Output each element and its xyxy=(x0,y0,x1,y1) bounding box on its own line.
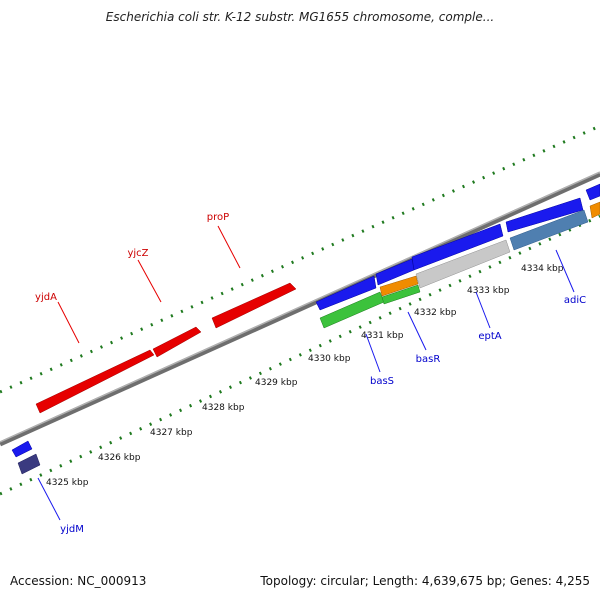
scale-labels: 4325 kbp 4326 kbp 4327 kbp 4328 kbp 4329… xyxy=(46,264,564,488)
map-title: Escherichia coli str. K-12 substr. MG165… xyxy=(105,10,495,24)
gene-arrow-orange-edge[interactable] xyxy=(589,201,600,219)
gene-arrow-yjdA[interactable] xyxy=(35,349,155,414)
leader-eptA xyxy=(475,291,491,329)
leader-yjdA xyxy=(57,301,80,344)
tick-label-4330: 4330 kbp xyxy=(308,354,351,364)
gene-arrow-blue-4[interactable] xyxy=(505,197,584,233)
gene-label-basR[interactable]: basR xyxy=(416,354,441,365)
leader-yjcZ xyxy=(137,259,162,303)
gene-arrow-yjcZ[interactable] xyxy=(152,326,202,358)
gene-arrow-proP[interactable] xyxy=(211,282,297,329)
leader-proP xyxy=(217,225,241,269)
tick-label-4329: 4329 kbp xyxy=(255,378,298,388)
gene-label-proP[interactable]: proP xyxy=(207,212,229,223)
gene-arrow-yjdM-box[interactable] xyxy=(17,453,41,475)
gene-arrow-basR[interactable] xyxy=(381,284,421,305)
inner-tick-ring xyxy=(0,214,600,496)
topology-label: Topology: circular; Length: 4,639,675 bp… xyxy=(260,574,590,588)
gene-label-adiC[interactable]: adiC xyxy=(564,295,586,306)
forward-genes xyxy=(35,282,297,414)
gene-arrow-adiC[interactable] xyxy=(509,209,589,251)
forward-gene-labels: yjdA yjcZ proP xyxy=(35,212,229,303)
chromosome-backbone xyxy=(0,171,600,447)
tick-label-4328: 4328 kbp xyxy=(202,403,245,413)
gene-label-yjdA[interactable]: yjdA xyxy=(35,292,57,303)
gene-label-basS[interactable]: basS xyxy=(370,376,394,387)
gene-arrow-blue-5[interactable] xyxy=(585,183,600,201)
tick-label-4333: 4333 kbp xyxy=(467,286,510,296)
accession-label: Accession: NC_000913 xyxy=(10,574,147,588)
reverse-genes xyxy=(11,183,600,475)
tick-label-4332: 4332 kbp xyxy=(414,308,457,318)
gene-label-eptA[interactable]: eptA xyxy=(478,331,501,342)
leader-adiC xyxy=(555,249,575,293)
gene-arrow-blue-3[interactable] xyxy=(411,223,504,271)
tick-label-4326: 4326 kbp xyxy=(98,453,141,463)
reverse-gene-leaders xyxy=(37,249,575,521)
gene-arrow-yjdM[interactable] xyxy=(11,440,33,458)
tick-label-4334: 4334 kbp xyxy=(521,264,564,274)
gene-arrow-eptA[interactable] xyxy=(415,239,511,289)
gene-arrow-blue-1[interactable] xyxy=(315,275,377,311)
reverse-gene-labels: yjdM basS basR eptA adiC xyxy=(60,295,586,535)
forward-gene-leaders xyxy=(57,225,241,344)
leader-yjdM xyxy=(37,477,61,521)
gene-label-yjcZ[interactable]: yjcZ xyxy=(127,248,148,259)
tick-label-4325: 4325 kbp xyxy=(46,478,89,488)
leader-basR xyxy=(407,311,427,351)
gene-arrow-basR-orange[interactable] xyxy=(379,275,419,297)
tick-label-4327: 4327 kbp xyxy=(150,428,193,438)
tick-label-4331: 4331 kbp xyxy=(361,331,404,341)
leader-basS xyxy=(365,333,381,373)
gene-label-yjdM[interactable]: yjdM xyxy=(60,524,84,535)
